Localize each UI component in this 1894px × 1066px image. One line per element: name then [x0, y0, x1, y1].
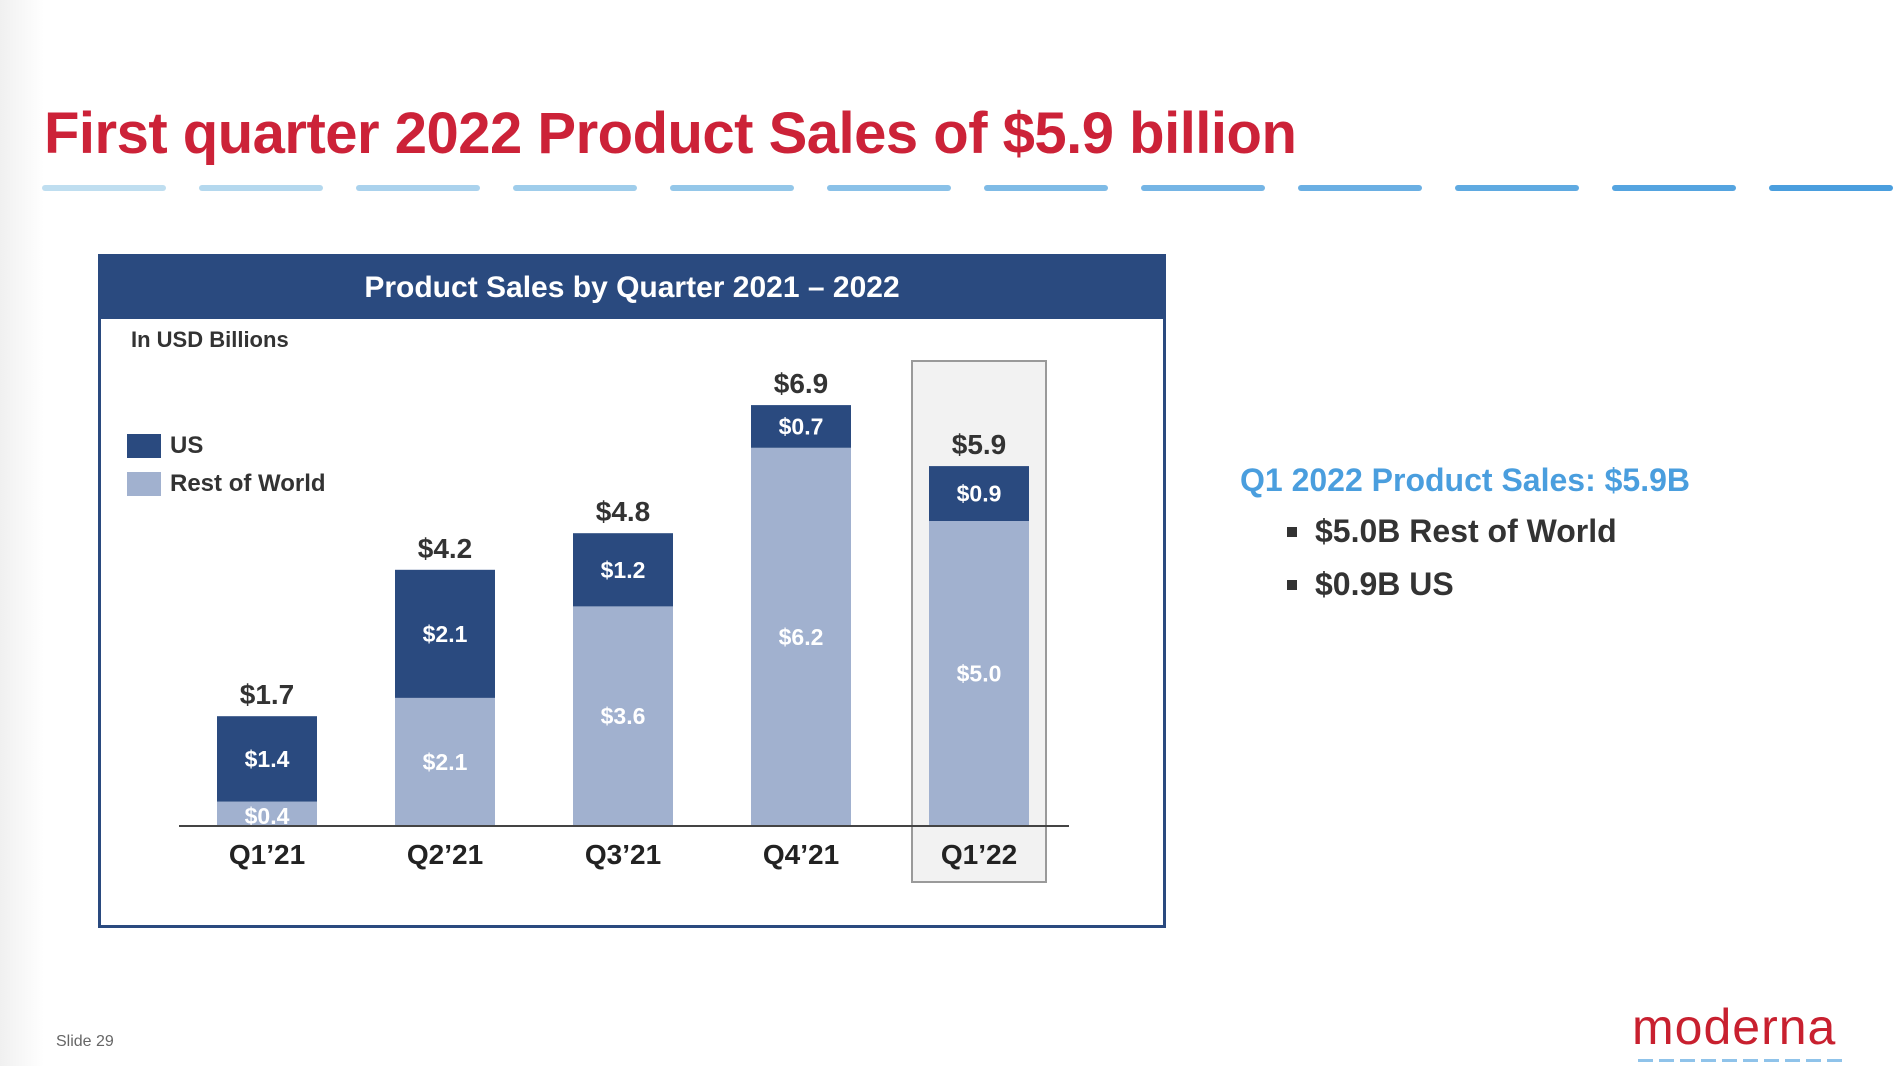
- divider-dash: [513, 185, 637, 191]
- category-label: Q3’21: [585, 839, 661, 870]
- category-label: Q1’22: [941, 839, 1017, 870]
- divider-dash: [1298, 185, 1422, 191]
- category-label: Q2’21: [407, 839, 483, 870]
- divider-dash: [827, 185, 951, 191]
- legend-item-rest-of-world: Rest of World: [127, 465, 326, 503]
- bar-segment-us: [929, 466, 1029, 521]
- data-label-rest-of-world: $6.2: [779, 624, 824, 650]
- chart-panel: Product Sales by Quarter 2021 – 2022 In …: [98, 254, 1166, 928]
- logo-dash: [1827, 1059, 1842, 1062]
- legend-swatch-rest-of-world: [127, 472, 161, 496]
- logo-dashes: [1638, 1059, 1842, 1062]
- data-label-us: $0.7: [779, 413, 824, 439]
- divider-dash: [42, 185, 166, 191]
- bar-group: $2.1 $2.1 $4.2 Q2’21: [395, 533, 495, 870]
- summary-item: $0.9B US: [1287, 566, 1690, 603]
- title-divider: [42, 185, 1893, 191]
- slide-edge-shade: [0, 0, 44, 1066]
- bar-segment-rest-of-world: [395, 697, 495, 826]
- bar-segment-rest-of-world: [573, 606, 673, 826]
- slide-title: First quarter 2022 Product Sales of $5.9…: [44, 101, 1297, 166]
- data-label-us: $0.9: [957, 481, 1002, 507]
- bar-group: $0.9 $5.0 $5.9 Q1’22: [929, 429, 1029, 870]
- bar-segment-us: [573, 533, 673, 607]
- legend-label-rest-of-world: Rest of World: [170, 470, 326, 497]
- chart-legend: US Rest of World: [127, 427, 326, 503]
- legend-swatch-us: [127, 434, 161, 458]
- total-label: $4.8: [596, 496, 651, 527]
- legend-label-us: US: [170, 432, 204, 459]
- slide-number: Slide 29: [56, 1033, 114, 1050]
- divider-dash: [1141, 185, 1265, 191]
- divider-dash: [199, 185, 323, 191]
- bar-segment-us: [395, 569, 495, 698]
- logo-dash: [1785, 1059, 1800, 1062]
- total-label: $1.7: [240, 679, 295, 710]
- summary-item: $5.0B Rest of World: [1287, 513, 1690, 550]
- category-label: Q1’21: [229, 839, 305, 870]
- data-label-us: $1.2: [601, 557, 646, 583]
- moderna-logo: moderna: [1632, 999, 1842, 1062]
- chart-title: Product Sales by Quarter 2021 – 2022: [101, 257, 1163, 319]
- divider-dash: [984, 185, 1108, 191]
- logo-wordmark: moderna: [1632, 999, 1837, 1055]
- data-label-us: $1.4: [245, 746, 290, 772]
- data-label-rest-of-world: $2.1: [423, 749, 468, 775]
- data-label-rest-of-world: $0.4: [245, 803, 290, 829]
- bullet-icon: [1287, 526, 1297, 537]
- bar-group: $0.7 $6.2 $6.9 Q4’21: [751, 368, 851, 870]
- logo-dash: [1722, 1059, 1737, 1062]
- logo-dash: [1764, 1059, 1779, 1062]
- bar-segment-rest-of-world: [217, 801, 317, 826]
- bar-group: $1.2 $3.6 $4.8 Q3’21: [573, 496, 673, 870]
- category-label: Q4’21: [763, 839, 839, 870]
- logo-dash: [1806, 1059, 1821, 1062]
- summary-item-text: $5.0B Rest of World: [1315, 513, 1617, 549]
- bar-segment-rest-of-world: [929, 521, 1029, 826]
- logo-dash: [1680, 1059, 1695, 1062]
- total-label: $5.9: [952, 429, 1007, 460]
- total-label: $4.2: [418, 533, 473, 564]
- divider-dash: [670, 185, 794, 191]
- chart-plot: $1.4 $0.4 $1.7 Q1’21 $2.1 $2.1 $4.2 Q2’21 $1.2 $3…: [179, 360, 1069, 883]
- divider-dash: [356, 185, 480, 191]
- bar-segment-us: [751, 405, 851, 448]
- logo-dash: [1743, 1059, 1758, 1062]
- chart-units-label: In USD Billions: [131, 327, 289, 352]
- logo-dash: [1638, 1059, 1653, 1062]
- data-label-us: $2.1: [423, 621, 468, 647]
- data-label-rest-of-world: $5.0: [957, 661, 1002, 687]
- bar-segment-us: [217, 716, 317, 802]
- divider-dash: [1455, 185, 1579, 191]
- divider-dash: [1769, 185, 1893, 191]
- logo-dash: [1659, 1059, 1674, 1062]
- legend-item-us: US: [127, 427, 326, 465]
- total-label: $6.9: [774, 368, 829, 399]
- divider-dash: [1612, 185, 1736, 191]
- logo-dash: [1701, 1059, 1716, 1062]
- summary-panel: Q1 2022 Product Sales: $5.9B $5.0B Rest …: [1240, 462, 1690, 619]
- bar-group: $1.4 $0.4 $1.7 Q1’21: [217, 679, 317, 870]
- bullet-icon: [1287, 579, 1297, 590]
- bar-segment-rest-of-world: [751, 447, 851, 826]
- summary-title: Q1 2022 Product Sales: $5.9B: [1240, 462, 1690, 498]
- data-label-rest-of-world: $3.6: [601, 703, 646, 729]
- summary-item-text: $0.9B US: [1315, 566, 1454, 602]
